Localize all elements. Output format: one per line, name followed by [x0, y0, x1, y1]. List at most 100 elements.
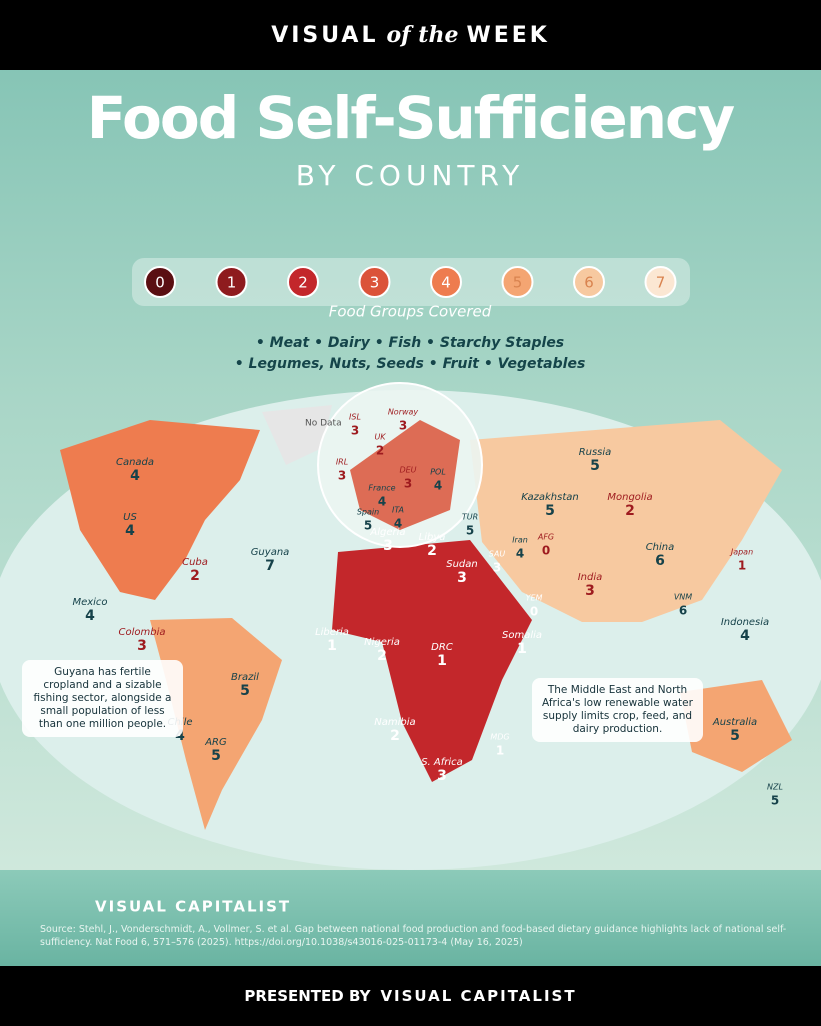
mena-note: The Middle East and North Africa's low r… — [532, 678, 703, 742]
north-america — [60, 420, 260, 600]
country-value: 3 — [585, 583, 595, 599]
country-name: AFG — [537, 533, 554, 542]
presented-by: PRESENTED BY — [244, 987, 371, 1005]
country-name: France — [368, 484, 395, 493]
country-value: 5 — [211, 748, 221, 764]
country-value: 4 — [516, 547, 524, 561]
country-value: 1 — [517, 641, 527, 657]
country-name: S. Africa — [421, 757, 463, 768]
map: No Data — [0, 382, 821, 870]
country-value: 4 — [378, 495, 386, 509]
country-value: 4 — [125, 523, 135, 539]
guyana-note: Guyana has fertile cropland and a sizabl… — [22, 660, 183, 737]
legend-swatch — [144, 266, 176, 298]
food-groups: • Meat • Dairy • Fish • Starchy Staples — [256, 335, 564, 351]
country-value: 4 — [740, 628, 750, 644]
country-name: VNM — [674, 593, 692, 602]
header-bar: VISUAL of the WEEK — [0, 0, 821, 70]
source: Source: Stehl, J., Vonderschmidt, A., Vo… — [40, 924, 787, 948]
country-value: 4 — [434, 479, 442, 493]
country-name: Sudan — [446, 559, 478, 570]
legend-swatch — [573, 266, 605, 298]
legend-value: 4 — [441, 274, 451, 292]
country-name: Spain — [357, 508, 379, 517]
legend-value: 7 — [656, 274, 666, 292]
country-name: China — [646, 542, 675, 553]
south-america — [150, 618, 282, 830]
country-value: 2 — [377, 648, 387, 664]
country-name: Norway — [388, 408, 419, 417]
subtitle: BY COUNTRY — [296, 159, 525, 192]
country-name: SAU — [489, 550, 506, 559]
country-value: 5 — [466, 524, 474, 538]
country-value: 2 — [390, 728, 400, 744]
country-value: 7 — [265, 558, 275, 574]
country-name: NZL — [767, 783, 783, 792]
country-name: Somalia — [502, 630, 542, 641]
country-value: 1 — [327, 638, 337, 654]
legend-swatch — [358, 266, 391, 298]
asia — [470, 420, 782, 622]
country-name: Kazakhstan — [521, 492, 578, 503]
country-value: 5 — [240, 683, 250, 699]
country-value: 5 — [545, 503, 555, 519]
country-name: Brazil — [231, 672, 259, 683]
legend-box — [132, 258, 690, 306]
country-value: 1 — [496, 744, 504, 758]
country-value: 3 — [383, 538, 393, 554]
legend-value: 3 — [370, 274, 380, 292]
legend-value: 2 — [298, 274, 308, 292]
legend-swatch — [501, 266, 534, 298]
africa — [332, 540, 532, 782]
country-name: UK — [374, 433, 386, 442]
country-value: 0 — [530, 605, 538, 619]
country-value: 0 — [542, 544, 550, 558]
legend-swatch — [215, 266, 248, 298]
country-name: Namibia — [374, 717, 415, 728]
footer-brand: VISUAL CAPITALIST — [95, 898, 291, 916]
legend-swatch — [430, 266, 462, 298]
title: Food Self-Sufficiency — [87, 84, 735, 152]
country-name: POL — [430, 468, 446, 477]
country-value: 2 — [376, 444, 384, 458]
country-value: 1 — [738, 559, 746, 573]
country-name: Mongolia — [607, 492, 652, 503]
country-value: 2 — [190, 568, 200, 584]
legend-value: 1 — [227, 274, 237, 292]
country-value: 3 — [338, 469, 346, 483]
country-value: 5 — [590, 458, 600, 474]
europe — [350, 420, 460, 530]
no-data-label: No Data — [305, 419, 342, 429]
legend-swatch — [287, 266, 319, 298]
country-name: Liberia — [315, 627, 349, 638]
country-name: India — [578, 572, 603, 583]
country-value: 5 — [730, 728, 740, 744]
brand-word: of the — [386, 22, 459, 48]
country-name: Mexico — [72, 597, 107, 608]
legend-caption: Food Groups Covered — [329, 303, 492, 321]
country-name: Nigeria — [364, 637, 400, 648]
country-name: TUR — [462, 513, 478, 522]
country-value: 4 — [394, 517, 402, 531]
country-value: 2 — [625, 503, 635, 519]
brand-word: VISUAL — [271, 22, 379, 48]
country-value: 3 — [399, 419, 407, 433]
country-name: Indonesia — [721, 617, 769, 628]
country-value: 6 — [679, 604, 687, 618]
country-value: 3 — [404, 477, 412, 491]
country-name: Guyana — [251, 547, 290, 558]
food-groups: • Legumes, Nuts, Seeds • Fruit • Vegetab… — [235, 356, 586, 372]
country-name: ISL — [349, 413, 361, 422]
country-name: Iran — [512, 536, 528, 545]
country-value: 3 — [457, 570, 467, 586]
country-value: 6 — [655, 553, 665, 569]
presented-brand: VISUAL CAPITALIST — [380, 987, 577, 1005]
country-value: 4 — [85, 608, 95, 624]
country-name: DEU — [399, 466, 416, 475]
australia — [680, 680, 792, 772]
country-value: 1 — [437, 653, 447, 669]
country-value: 4 — [175, 728, 185, 744]
country-name: YEM — [526, 594, 543, 603]
